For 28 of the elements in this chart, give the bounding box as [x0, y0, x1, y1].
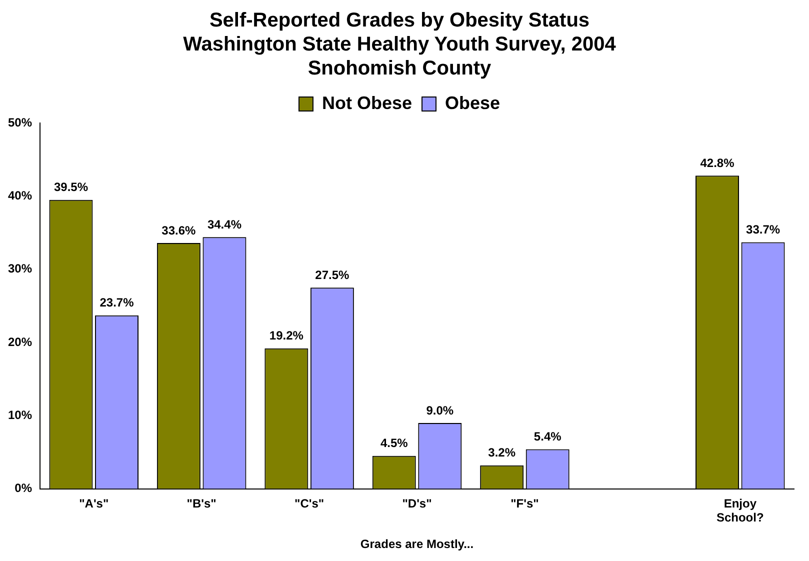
data-label: 33.6% [162, 223, 196, 238]
x-tick-label: "B's" [186, 496, 216, 510]
data-label: 23.7% [100, 296, 134, 310]
x-tick-label: "D's" [402, 496, 432, 510]
y-tick-label: 0% [14, 481, 32, 496]
y-tick-label: 50% [8, 115, 32, 130]
data-label: 27.5% [315, 268, 350, 282]
data-label: 39.5% [54, 180, 88, 194]
data-label: 5.4% [534, 430, 562, 444]
y-tick-label: 40% [8, 188, 32, 202]
x-axis-title: Grades are Mostly... [360, 537, 474, 552]
data-label: 3.2% [488, 446, 516, 460]
data-label: 42.8% [700, 156, 735, 170]
legend-label: Obese [444, 92, 500, 113]
chart-title: Self-Reported Grades by Obesity Status Washington State Healthy Youth Survey, 2004 Snohomish County [183, 10, 617, 80]
data-label: 9.0% [426, 403, 454, 418]
legend-label: Not Obese [322, 92, 412, 113]
x-tick-label: Enjoy School? [716, 496, 764, 525]
x-tick-label: "F's" [510, 496, 539, 510]
y-tick-label: 20% [8, 334, 32, 349]
data-label: 33.7% [746, 222, 780, 237]
data-label: 34.4% [207, 217, 242, 232]
data-label: 19.2% [269, 328, 304, 343]
y-tick-label: 10% [8, 408, 32, 422]
x-tick-label: "A's" [79, 496, 109, 510]
y-tick-label: 30% [8, 262, 32, 276]
data-label: 4.5% [380, 436, 408, 450]
x-tick-label: "C's" [294, 496, 324, 510]
